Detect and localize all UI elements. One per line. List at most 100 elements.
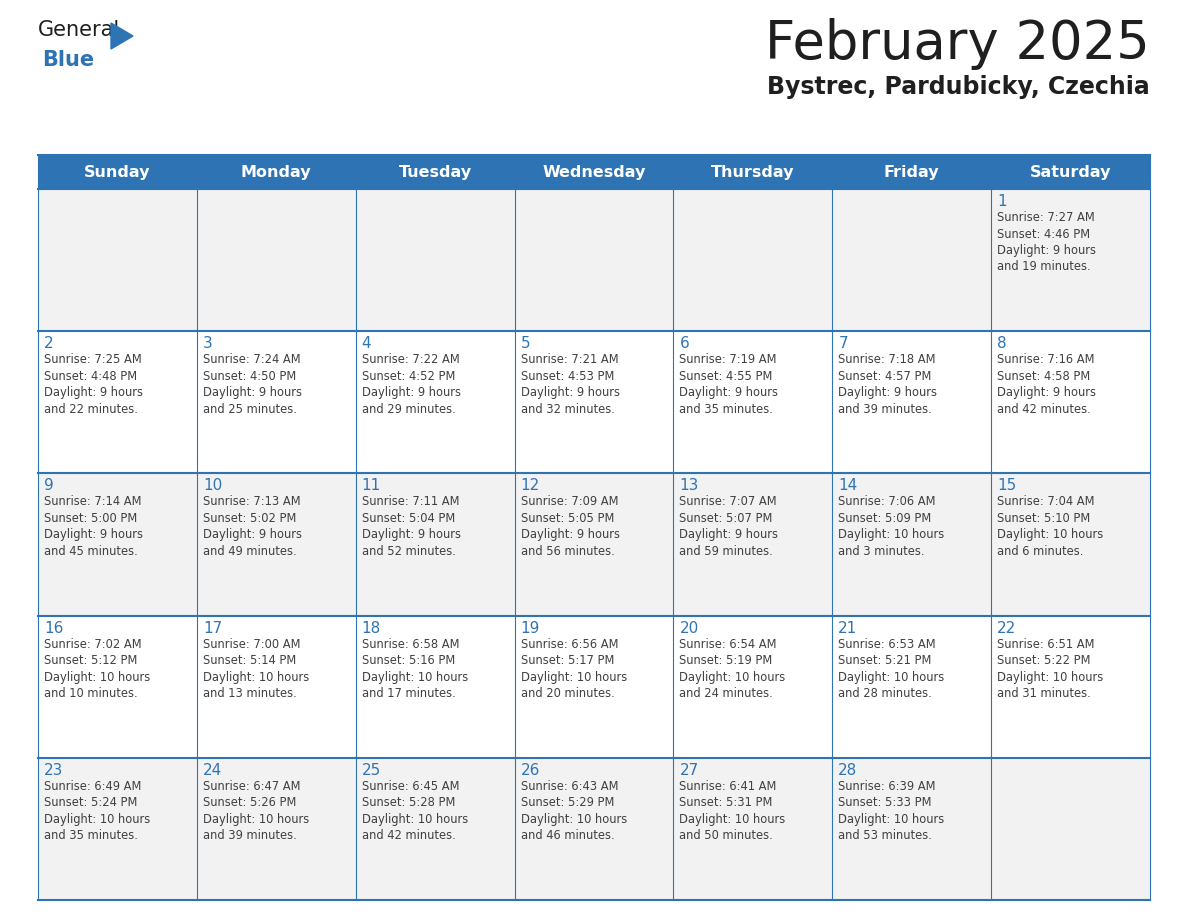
Text: Sunrise: 6:45 AM
Sunset: 5:28 PM
Daylight: 10 hours
and 42 minutes.: Sunrise: 6:45 AM Sunset: 5:28 PM Dayligh… <box>361 779 468 843</box>
Text: 15: 15 <box>997 478 1017 493</box>
Bar <box>674 189 833 331</box>
Bar <box>197 757 355 900</box>
Text: Blue: Blue <box>42 50 94 70</box>
Bar <box>355 331 514 474</box>
Text: Sunrise: 7:14 AM
Sunset: 5:00 PM
Daylight: 9 hours
and 45 minutes.: Sunrise: 7:14 AM Sunset: 5:00 PM Dayligh… <box>44 496 143 558</box>
Text: 7: 7 <box>839 336 848 352</box>
Text: 14: 14 <box>839 478 858 493</box>
Bar <box>355 757 514 900</box>
Text: 10: 10 <box>203 478 222 493</box>
Text: Sunday: Sunday <box>84 164 151 180</box>
Bar <box>38 757 197 900</box>
Text: 25: 25 <box>361 763 381 778</box>
Text: 18: 18 <box>361 621 381 635</box>
Text: 24: 24 <box>203 763 222 778</box>
Bar <box>674 474 833 616</box>
Bar <box>991 616 1150 757</box>
Text: Sunrise: 6:51 AM
Sunset: 5:22 PM
Daylight: 10 hours
and 31 minutes.: Sunrise: 6:51 AM Sunset: 5:22 PM Dayligh… <box>997 638 1104 700</box>
Text: Sunrise: 7:13 AM
Sunset: 5:02 PM
Daylight: 9 hours
and 49 minutes.: Sunrise: 7:13 AM Sunset: 5:02 PM Dayligh… <box>203 496 302 558</box>
Bar <box>991 331 1150 474</box>
Text: General: General <box>38 20 120 40</box>
Bar <box>197 616 355 757</box>
Text: 12: 12 <box>520 478 539 493</box>
Bar <box>833 757 991 900</box>
Text: Wednesday: Wednesday <box>542 164 646 180</box>
Text: Sunrise: 6:41 AM
Sunset: 5:31 PM
Daylight: 10 hours
and 50 minutes.: Sunrise: 6:41 AM Sunset: 5:31 PM Dayligh… <box>680 779 785 843</box>
Text: 3: 3 <box>203 336 213 352</box>
Bar <box>991 155 1150 189</box>
Bar <box>514 331 674 474</box>
Bar <box>991 757 1150 900</box>
Text: 17: 17 <box>203 621 222 635</box>
Bar <box>38 474 197 616</box>
Bar <box>514 616 674 757</box>
Text: Friday: Friday <box>884 164 940 180</box>
Text: 21: 21 <box>839 621 858 635</box>
Text: Tuesday: Tuesday <box>399 164 472 180</box>
Text: Sunrise: 7:11 AM
Sunset: 5:04 PM
Daylight: 9 hours
and 52 minutes.: Sunrise: 7:11 AM Sunset: 5:04 PM Dayligh… <box>361 496 461 558</box>
Text: 28: 28 <box>839 763 858 778</box>
Bar <box>514 189 674 331</box>
Bar <box>355 155 514 189</box>
Text: 16: 16 <box>44 621 63 635</box>
Text: Sunrise: 6:47 AM
Sunset: 5:26 PM
Daylight: 10 hours
and 39 minutes.: Sunrise: 6:47 AM Sunset: 5:26 PM Dayligh… <box>203 779 309 843</box>
Bar <box>514 474 674 616</box>
Bar <box>38 189 197 331</box>
Bar <box>833 189 991 331</box>
Bar <box>674 331 833 474</box>
Bar <box>833 155 991 189</box>
Text: Sunrise: 7:16 AM
Sunset: 4:58 PM
Daylight: 9 hours
and 42 minutes.: Sunrise: 7:16 AM Sunset: 4:58 PM Dayligh… <box>997 353 1097 416</box>
Bar <box>674 616 833 757</box>
Text: Sunrise: 7:07 AM
Sunset: 5:07 PM
Daylight: 9 hours
and 59 minutes.: Sunrise: 7:07 AM Sunset: 5:07 PM Dayligh… <box>680 496 778 558</box>
Bar <box>38 331 197 474</box>
Text: Monday: Monday <box>241 164 311 180</box>
Text: 13: 13 <box>680 478 699 493</box>
Text: Sunrise: 6:53 AM
Sunset: 5:21 PM
Daylight: 10 hours
and 28 minutes.: Sunrise: 6:53 AM Sunset: 5:21 PM Dayligh… <box>839 638 944 700</box>
Text: 19: 19 <box>520 621 541 635</box>
Bar <box>197 155 355 189</box>
Polygon shape <box>110 23 133 49</box>
Text: Sunrise: 7:02 AM
Sunset: 5:12 PM
Daylight: 10 hours
and 10 minutes.: Sunrise: 7:02 AM Sunset: 5:12 PM Dayligh… <box>44 638 150 700</box>
Bar <box>355 474 514 616</box>
Bar <box>674 155 833 189</box>
Text: Sunrise: 7:22 AM
Sunset: 4:52 PM
Daylight: 9 hours
and 29 minutes.: Sunrise: 7:22 AM Sunset: 4:52 PM Dayligh… <box>361 353 461 416</box>
Text: Sunrise: 7:04 AM
Sunset: 5:10 PM
Daylight: 10 hours
and 6 minutes.: Sunrise: 7:04 AM Sunset: 5:10 PM Dayligh… <box>997 496 1104 558</box>
Text: Sunrise: 6:54 AM
Sunset: 5:19 PM
Daylight: 10 hours
and 24 minutes.: Sunrise: 6:54 AM Sunset: 5:19 PM Dayligh… <box>680 638 785 700</box>
Bar <box>674 757 833 900</box>
Text: February 2025: February 2025 <box>765 18 1150 70</box>
Text: 1: 1 <box>997 194 1006 209</box>
Text: Saturday: Saturday <box>1030 164 1111 180</box>
Bar <box>197 189 355 331</box>
Bar <box>355 616 514 757</box>
Text: 26: 26 <box>520 763 541 778</box>
Text: Sunrise: 7:00 AM
Sunset: 5:14 PM
Daylight: 10 hours
and 13 minutes.: Sunrise: 7:00 AM Sunset: 5:14 PM Dayligh… <box>203 638 309 700</box>
Bar <box>514 757 674 900</box>
Bar <box>38 155 197 189</box>
Text: Thursday: Thursday <box>712 164 795 180</box>
Text: 11: 11 <box>361 478 381 493</box>
Bar <box>514 155 674 189</box>
Text: Sunrise: 7:09 AM
Sunset: 5:05 PM
Daylight: 9 hours
and 56 minutes.: Sunrise: 7:09 AM Sunset: 5:05 PM Dayligh… <box>520 496 620 558</box>
Bar <box>355 189 514 331</box>
Text: Sunrise: 7:21 AM
Sunset: 4:53 PM
Daylight: 9 hours
and 32 minutes.: Sunrise: 7:21 AM Sunset: 4:53 PM Dayligh… <box>520 353 620 416</box>
Text: Bystrec, Pardubicky, Czechia: Bystrec, Pardubicky, Czechia <box>767 75 1150 99</box>
Bar <box>197 474 355 616</box>
Text: 23: 23 <box>44 763 63 778</box>
Bar <box>833 474 991 616</box>
Text: 8: 8 <box>997 336 1006 352</box>
Bar <box>833 616 991 757</box>
Text: Sunrise: 6:43 AM
Sunset: 5:29 PM
Daylight: 10 hours
and 46 minutes.: Sunrise: 6:43 AM Sunset: 5:29 PM Dayligh… <box>520 779 627 843</box>
Text: Sunrise: 7:06 AM
Sunset: 5:09 PM
Daylight: 10 hours
and 3 minutes.: Sunrise: 7:06 AM Sunset: 5:09 PM Dayligh… <box>839 496 944 558</box>
Text: 2: 2 <box>44 336 53 352</box>
Text: 22: 22 <box>997 621 1017 635</box>
Text: Sunrise: 6:58 AM
Sunset: 5:16 PM
Daylight: 10 hours
and 17 minutes.: Sunrise: 6:58 AM Sunset: 5:16 PM Dayligh… <box>361 638 468 700</box>
Text: 9: 9 <box>44 478 53 493</box>
Bar <box>833 331 991 474</box>
Text: Sunrise: 7:25 AM
Sunset: 4:48 PM
Daylight: 9 hours
and 22 minutes.: Sunrise: 7:25 AM Sunset: 4:48 PM Dayligh… <box>44 353 143 416</box>
Text: Sunrise: 7:18 AM
Sunset: 4:57 PM
Daylight: 9 hours
and 39 minutes.: Sunrise: 7:18 AM Sunset: 4:57 PM Dayligh… <box>839 353 937 416</box>
Text: 20: 20 <box>680 621 699 635</box>
Text: 4: 4 <box>361 336 372 352</box>
Bar <box>38 616 197 757</box>
Text: Sunrise: 6:56 AM
Sunset: 5:17 PM
Daylight: 10 hours
and 20 minutes.: Sunrise: 6:56 AM Sunset: 5:17 PM Dayligh… <box>520 638 627 700</box>
Text: Sunrise: 6:39 AM
Sunset: 5:33 PM
Daylight: 10 hours
and 53 minutes.: Sunrise: 6:39 AM Sunset: 5:33 PM Dayligh… <box>839 779 944 843</box>
